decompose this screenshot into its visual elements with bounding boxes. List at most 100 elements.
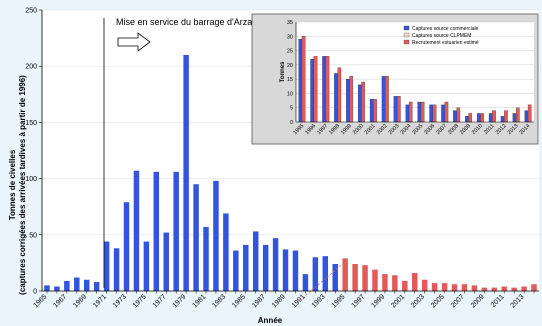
arrow-right-icon: [117, 32, 151, 52]
inset-y-tick-label: 25: [287, 49, 293, 55]
inset-bar: [369, 98, 374, 123]
main-x-tick-label: 1983: [211, 293, 227, 309]
inset-bar: [524, 110, 529, 123]
main-bar: [302, 274, 309, 291]
main-axes: [41, 10, 539, 292]
inset-bar: [349, 76, 354, 123]
main-bar: [252, 231, 259, 291]
main-bar: [133, 170, 140, 291]
inset-bar: [429, 104, 434, 123]
main-x-tick-label: 1965: [32, 293, 48, 309]
inset-bar: [456, 107, 461, 123]
main-y-tick-label: 0: [33, 289, 37, 296]
main-x-tick-label: 1995: [331, 293, 347, 309]
main-bar: [481, 287, 488, 291]
main-bar: [193, 184, 199, 291]
inset-bar: [298, 38, 303, 123]
main-bar: [123, 202, 130, 291]
inset-y-tick-label: 5: [290, 106, 293, 112]
inset-y-ticks: 0 5 10 15 20 25 30 35: [287, 20, 293, 126]
main-bar: [44, 285, 50, 291]
main-x-tick-label: 1985: [231, 293, 247, 309]
inset-bar: [417, 101, 422, 123]
inset-bars: [298, 36, 532, 123]
inset-y-tick-label: 30: [287, 34, 293, 40]
inset-bar: [500, 116, 505, 123]
main-bar: [233, 250, 239, 291]
inset-bar: [527, 104, 532, 123]
inset-bar: [476, 113, 481, 123]
inset-bar: [310, 58, 315, 123]
main-bar: [93, 282, 100, 291]
inset-bar: [405, 104, 410, 123]
inset-legend-swatch: [403, 25, 410, 31]
main-x-tick-label: 1971: [92, 293, 108, 309]
main-bar: [103, 241, 110, 291]
inset-bar: [361, 81, 365, 123]
main-bar: [272, 238, 279, 291]
inset-bar: [492, 110, 496, 123]
main-bar: [223, 213, 229, 291]
main-x-tick-label: 1979: [172, 293, 188, 309]
main-bar: [54, 286, 60, 291]
inset-bar: [325, 56, 330, 123]
main-x-tick-label: 2003: [410, 293, 426, 309]
inset-bar: [432, 104, 437, 123]
main-y-tick-label: 100: [25, 176, 37, 183]
inset-bar: [381, 76, 386, 123]
main-x-tick-label: 1967: [52, 293, 68, 309]
main-bar: [332, 264, 338, 291]
inset-legend-swatch: [403, 39, 410, 45]
inset-bar: [420, 101, 425, 123]
inset-y-axis-title: Tonnes: [280, 61, 286, 83]
main-bar: [491, 287, 498, 291]
main-bar: [282, 249, 289, 291]
inset-bar: [334, 73, 338, 123]
inset-bar: [441, 104, 445, 123]
main-bar: [372, 269, 378, 291]
main-bar: [441, 283, 448, 291]
main-bar: [83, 279, 90, 291]
inset-bar: [393, 96, 398, 123]
main-x-tick-label: 2005: [430, 293, 446, 309]
main-bar: [64, 280, 70, 291]
inset-y-tick-label: 20: [287, 63, 293, 69]
main-x-tick-label: 1981: [191, 293, 207, 309]
inset-legend-label: Captures source CLPMEM: [412, 33, 471, 39]
main-y-ticks: 0 50 100 150 200 250: [25, 8, 42, 296]
inset-legend-label: Captures source commerciale: [412, 26, 479, 32]
inset-bar: [408, 101, 413, 123]
inset-bar: [396, 96, 401, 123]
main-bar: [342, 258, 348, 291]
main-x-tick-label: 2009: [470, 293, 486, 309]
main-bar: [402, 280, 408, 291]
inset-connector-line: [299, 262, 345, 301]
inset-bar: [301, 36, 306, 123]
main-x-tick-label: 1991: [291, 293, 307, 309]
main-bar: [412, 273, 418, 291]
inset-bar: [516, 107, 520, 123]
main-x-tick-label: 2007: [450, 293, 466, 309]
main-bar: [312, 257, 319, 291]
main-bars: [44, 54, 537, 292]
inset-bar: [480, 113, 484, 123]
inset-bar: [385, 76, 389, 123]
inset-bar: [504, 110, 508, 123]
main-bar: [451, 284, 458, 291]
main-x-ticks: 1965 1967 1969 1971 1973 1975 1977 1979 1981 1983…: [32, 291, 535, 309]
inset-bar: [444, 101, 449, 123]
inset-bar: [453, 110, 457, 123]
inset-bar: [465, 116, 469, 123]
main-y-tick-label: 250: [25, 8, 37, 15]
main-x-tick-label: 1999: [370, 293, 386, 309]
main-bar: [431, 283, 438, 291]
main-x-tick-label: 1973: [112, 293, 128, 309]
main-y-tick-label: 200: [25, 64, 37, 71]
main-y-axis-title-line-1: Tonnes de civelles: [8, 149, 17, 220]
main-x-tick-label: 1975: [132, 293, 148, 309]
inset-bar: [337, 67, 342, 123]
inset-y-tick-label: 15: [287, 77, 293, 83]
main-y-tick-label: 50: [29, 232, 37, 239]
main-x-tick-label: 1993: [311, 293, 327, 309]
